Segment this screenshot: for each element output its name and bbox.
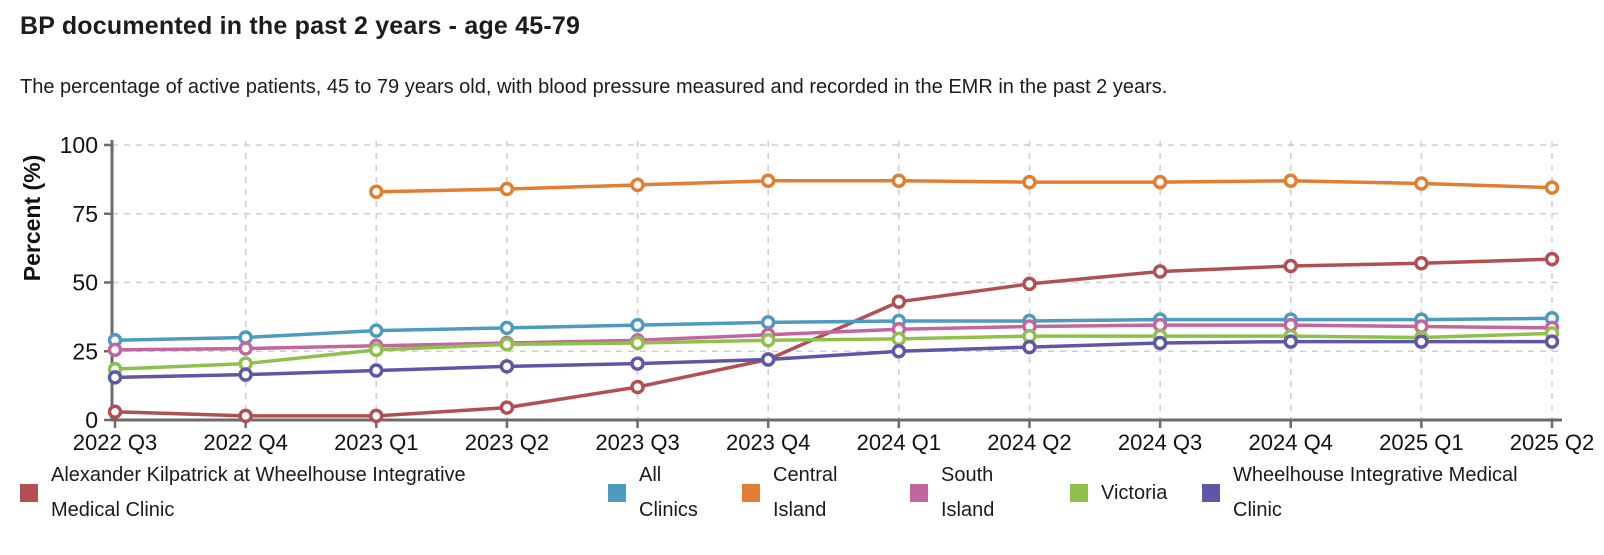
data-point-central-island-2024-q3[interactable] [1152,174,1168,190]
page-title: BP documented in the past 2 years - age … [20,12,581,40]
x-tick-label: 2024 Q1 [857,430,941,455]
data-point-central-island-2024-q4[interactable] [1283,173,1298,188]
data-point-central-island-2024-q1[interactable] [891,173,907,188]
x-tick-label: 2022 Q4 [203,430,287,455]
legend-swatch-south-island [910,484,928,502]
legend-swatch-alexander-kilpatrick-at-wheelhouse-integrative-m [20,484,38,502]
legend-label-all-clinics: All Clinics [639,464,698,521]
data-point-wheelhouse-integrative-medical-clinic-2023-q1[interactable] [369,363,384,378]
legend-label-wheelhouse-integrative-medical-clinic: Wheelhouse Integrative Medical Clinic [1233,464,1518,521]
data-point-central-island-2023-q2[interactable] [499,181,515,197]
legend-swatch-central-island [742,484,760,502]
data-point-alexander-kilpatrick-at-wheelhouse-integrative-m-2024-q4[interactable] [1283,258,1298,274]
data-point-wheelhouse-integrative-medical-clinic-2024-q2[interactable] [1022,339,1037,355]
y-tick-label: 50 [72,270,98,296]
data-point-all-clinics-2023-q2[interactable] [499,320,515,336]
x-tick-label: 2024 Q3 [1118,430,1202,455]
data-point-wheelhouse-integrative-medical-clinic-2025-q2[interactable] [1544,334,1560,349]
data-point-alexander-kilpatrick-at-wheelhouse-integrative-m-2023-q2[interactable] [499,400,515,415]
data-point-wheelhouse-integrative-medical-clinic-2023-q4[interactable] [760,352,776,367]
data-point-central-island-2024-q2[interactable] [1022,174,1037,190]
series-line-all-clinics [113,316,1554,343]
data-point-wheelhouse-integrative-medical-clinic-2022-q3[interactable] [107,370,123,385]
legend-item-south-island[interactable]: South Island [910,455,1016,531]
data-point-central-island-2023-q1[interactable] [369,184,384,199]
x-tick-label: 2023 Q1 [334,430,418,455]
data-point-wheelhouse-integrative-medical-clinic-2023-q2[interactable] [499,359,515,374]
x-tick-label: 2024 Q4 [1249,430,1333,455]
x-tick-label: 2023 Q2 [465,430,549,455]
legend-label-south-island: South Island [941,464,995,521]
data-point-wheelhouse-integrative-medical-clinic-2024-q1[interactable] [891,344,907,359]
y-tick-label: 75 [72,201,98,227]
series-line-central-island [374,179,1554,194]
data-point-alexander-kilpatrick-at-wheelhouse-integrative-m-2023-q1[interactable] [369,408,384,424]
data-point-alexander-kilpatrick-at-wheelhouse-integrative-m-2024-q1[interactable] [891,294,907,309]
data-point-all-clinics-2023-q4[interactable] [760,315,776,330]
legend-item-wheelhouse-integrative-medical-clinic[interactable]: Wheelhouse Integrative Medical Clinic [1202,455,1563,531]
data-point-alexander-kilpatrick-at-wheelhouse-integrative-m-2025-q1[interactable] [1414,256,1429,271]
legend-item-victoria[interactable]: Victoria [1070,455,1167,531]
series-line-wheelhouse-integrative-medical-clinic [113,339,1554,380]
data-point-wheelhouse-integrative-medical-clinic-2024-q4[interactable] [1283,334,1298,349]
x-tick-label: 2023 Q4 [726,430,810,455]
legend-swatch-wheelhouse-integrative-medical-clinic [1202,484,1220,502]
data-point-central-island-2025-q1[interactable] [1414,176,1429,191]
data-point-alexander-kilpatrick-at-wheelhouse-integrative-m-2024-q3[interactable] [1152,264,1168,279]
page-subtitle: The percentage of active patients, 45 to… [20,76,1168,98]
legend-item-central-island[interactable]: Central Island [742,455,858,531]
data-point-victoria-2023-q3[interactable] [630,335,645,351]
data-point-all-clinics-2023-q1[interactable] [369,323,384,338]
x-tick-label: 2023 Q3 [595,430,679,455]
bp-line-chart: 0 25 50 75 100 2022 Q3 2022 Q4 2023 Q1 2023 Q2 20… [19,132,1594,455]
data-point-central-island-2025-q2[interactable] [1544,180,1560,195]
data-point-wheelhouse-integrative-medical-clinic-2022-q4[interactable] [238,367,253,382]
data-point-victoria-2023-q1[interactable] [369,342,384,358]
data-point-victoria-2023-q2[interactable] [499,337,515,352]
legend-label-alexander-kilpatrick-at-wheelhouse-integrative-m: Alexander Kilpatrick at Wheelhouse Integ… [51,464,466,521]
series-line-south-island [113,323,1554,352]
y-tick-label: 0 [85,407,98,433]
data-point-alexander-kilpatrick-at-wheelhouse-integrative-m-2023-q3[interactable] [630,379,645,395]
data-point-wheelhouse-integrative-medical-clinic-2025-q1[interactable] [1414,334,1429,349]
series-line-victoria [113,331,1554,371]
data-point-victoria-2024-q1[interactable] [891,331,907,347]
chart-legend: Alexander Kilpatrick at Wheelhouse Integ… [0,455,1604,535]
y-axis-label: Percent (%) [19,155,45,282]
data-point-central-island-2023-q4[interactable] [760,173,776,188]
y-tick-label: 25 [72,338,98,364]
data-point-alexander-kilpatrick-at-wheelhouse-integrative-m-2024-q2[interactable] [1022,276,1037,292]
legend-item-alexander-kilpatrick-at-wheelhouse-integrative-m[interactable]: Alexander Kilpatrick at Wheelhouse Integ… [20,455,531,531]
legend-swatch-victoria [1070,484,1088,502]
data-point-wheelhouse-integrative-medical-clinic-2023-q3[interactable] [630,356,645,371]
legend-swatch-all-clinics [608,484,626,502]
x-tick-label: 2025 Q2 [1510,430,1594,455]
data-point-alexander-kilpatrick-at-wheelhouse-integrative-m-2025-q2[interactable] [1544,251,1560,267]
legend-item-all-clinics[interactable]: All Clinics [608,455,709,531]
data-point-victoria-2023-q4[interactable] [760,333,776,348]
x-tick-label: 2024 Q2 [987,430,1071,455]
data-point-all-clinics-2023-q3[interactable] [630,317,645,333]
data-point-south-island-2022-q3[interactable] [107,342,123,358]
y-tick-label: 100 [60,132,98,158]
data-point-south-island-2022-q4[interactable] [238,341,253,356]
x-tick-label: 2022 Q3 [73,430,157,455]
data-point-alexander-kilpatrick-at-wheelhouse-integrative-m-2022-q3[interactable] [107,404,123,419]
data-point-wheelhouse-integrative-medical-clinic-2024-q3[interactable] [1152,335,1168,351]
x-tick-label: 2025 Q1 [1379,430,1463,455]
data-point-central-island-2023-q3[interactable] [630,177,645,193]
legend-label-central-island: Central Island [773,464,838,521]
legend-label-victoria: Victoria [1101,481,1168,504]
data-point-alexander-kilpatrick-at-wheelhouse-integrative-m-2022-q4[interactable] [238,408,253,424]
